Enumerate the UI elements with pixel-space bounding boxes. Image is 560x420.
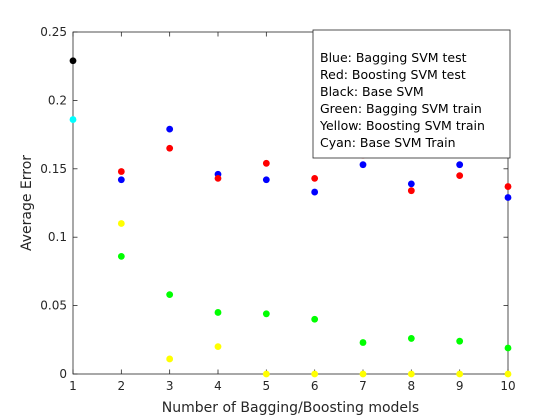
data-point [262, 159, 270, 167]
data-point [407, 187, 415, 195]
legend-entry: Yellow: Boosting SVM train [319, 118, 485, 133]
y-tick-label: 0.15 [40, 162, 67, 176]
data-point [262, 370, 270, 378]
data-point [456, 337, 464, 345]
x-tick-label: 2 [118, 379, 126, 393]
data-point [166, 355, 174, 363]
y-tick-label: 0.2 [48, 93, 67, 107]
data-point [407, 370, 415, 378]
data-point [504, 183, 512, 190]
data-point [69, 116, 77, 123]
data-point [214, 309, 222, 316]
data-point [214, 343, 222, 351]
data-point [311, 188, 319, 196]
data-point [311, 370, 319, 378]
data-point [117, 252, 125, 260]
data-point [166, 144, 174, 152]
data-point [456, 161, 464, 169]
axis-tick-labels: 1 2 3 4 5 6 7 8 9 10 0 0.05 0.1 0.15 0.2 0.25 [40, 25, 515, 393]
legend: Blue: Bagging SVM test Red: Boosting SVM … [312, 29, 511, 159]
y-tick-label: 0.05 [40, 299, 67, 313]
data-point [117, 168, 125, 175]
legend-entries: Blue: Bagging SVM test Red: Boosting SVM … [319, 50, 485, 150]
data-point [504, 194, 512, 201]
y-axis-title: Average Error [19, 155, 35, 251]
data-point [166, 125, 174, 133]
x-axis-title: Number of Bagging/Boosting models [162, 400, 419, 416]
data-point [117, 220, 125, 227]
data-point [504, 370, 512, 378]
x-tick-label: 1 [69, 379, 77, 393]
legend-entry: Cyan: Base SVM Train [320, 135, 456, 150]
data-point [117, 176, 125, 184]
data-point [262, 176, 270, 184]
x-tick-label: 7 [359, 379, 367, 393]
x-tick-label: 5 [263, 379, 271, 393]
data-point [214, 174, 222, 182]
y-tick-label: 0.25 [40, 25, 67, 39]
x-tick-label: 10 [500, 379, 515, 393]
data-point [69, 57, 77, 65]
data-point [359, 161, 367, 169]
data-point [456, 370, 464, 378]
data-point [456, 172, 464, 180]
data-point [359, 370, 367, 378]
y-tick-label: 0.1 [48, 230, 67, 244]
data-point [359, 339, 367, 346]
data-point [311, 174, 319, 182]
data-point [407, 335, 415, 342]
x-tick-label: 6 [311, 379, 319, 393]
data-point [166, 291, 174, 299]
data-point [311, 315, 319, 323]
x-tick-label: 3 [166, 379, 174, 393]
legend-entry: Blue: Bagging SVM test [320, 50, 467, 65]
data-point [262, 310, 270, 318]
legend-box [312, 29, 511, 159]
x-tick-label: 9 [456, 379, 464, 393]
data-point [504, 344, 512, 352]
legend-entry: Black: Base SVM [320, 84, 424, 99]
data-point [407, 180, 415, 188]
y-tick-label: 0 [59, 367, 67, 381]
legend-entry: Green: Bagging SVM train [320, 101, 482, 116]
x-tick-label: 8 [408, 379, 416, 393]
legend-entry: Red: Boosting SVM test [320, 67, 466, 82]
x-tick-label: 4 [214, 379, 222, 393]
